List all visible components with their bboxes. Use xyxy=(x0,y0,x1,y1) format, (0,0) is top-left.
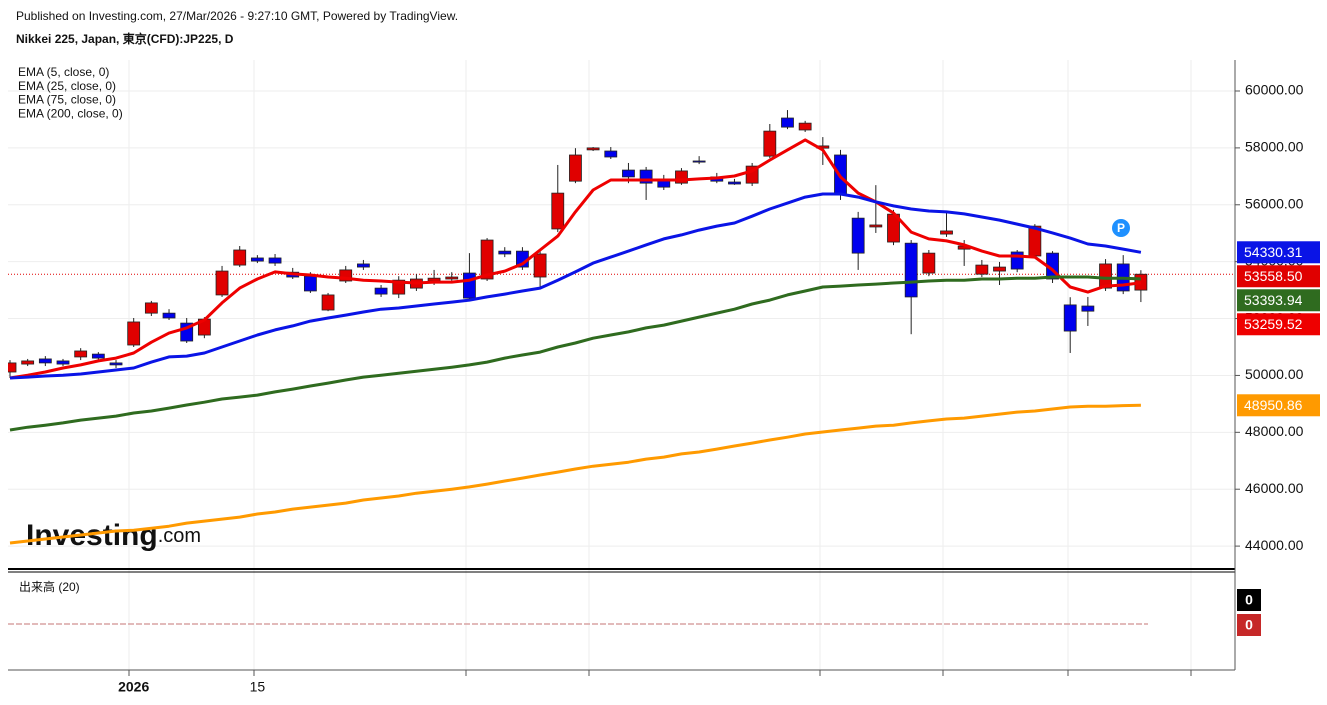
y-tick-label: 44000.00 xyxy=(1245,537,1304,553)
overlay: 44000.0046000.0048000.0050000.0052000.00… xyxy=(8,65,1320,695)
candle-body xyxy=(463,272,476,299)
candle-body xyxy=(781,117,794,128)
candle-body xyxy=(303,275,317,292)
price-label: 53259.52 xyxy=(1244,316,1303,332)
y-tick-label: 48000.00 xyxy=(1245,423,1304,439)
x-tick-label: 15 xyxy=(250,679,266,695)
ema-line xyxy=(9,192,1142,380)
y-tick-label: 50000.00 xyxy=(1245,366,1304,382)
plot xyxy=(8,110,1235,545)
price-label-bg xyxy=(1237,289,1320,312)
price-label-bg xyxy=(1237,241,1320,264)
candle-body xyxy=(1099,263,1112,289)
legend-entry: EMA (25, close, 0) xyxy=(18,79,116,93)
candle-body xyxy=(922,252,936,274)
volume-title: 出来高 (20) xyxy=(19,579,80,594)
legend-entry: EMA (200, close, 0) xyxy=(18,106,123,120)
candle-body xyxy=(763,130,777,157)
candle-body xyxy=(268,257,282,264)
candle-body xyxy=(8,362,17,373)
candle-body xyxy=(869,224,883,228)
candle-body xyxy=(339,269,353,282)
candle-body xyxy=(445,276,459,280)
candle-body xyxy=(604,150,618,158)
publish-note: Published on Investing.com, 27/Mar/2026 … xyxy=(16,9,458,23)
candle-body xyxy=(21,360,35,365)
candle-body xyxy=(551,192,565,230)
y-tick-label: 46000.00 xyxy=(1245,480,1304,496)
volume-label: 0 xyxy=(1245,592,1253,608)
watermark-suffix: .com xyxy=(158,525,201,547)
watermark: Investing.com xyxy=(26,519,201,552)
candle-body xyxy=(586,147,600,151)
candle-body xyxy=(904,242,918,298)
legend-entry: EMA (75, close, 0) xyxy=(18,93,116,107)
candle-body xyxy=(940,230,953,235)
candle-body xyxy=(374,287,388,295)
price-label-bg xyxy=(1237,394,1320,417)
candle-body xyxy=(851,217,865,254)
ema-line xyxy=(9,403,1141,545)
candle-body xyxy=(533,253,547,278)
candle-body xyxy=(498,250,512,255)
y-tick-label: 58000.00 xyxy=(1245,139,1304,155)
x-tick-label: 2026 xyxy=(118,679,149,695)
candle-body xyxy=(692,160,706,163)
candle-body xyxy=(144,302,158,314)
candle-body xyxy=(356,263,370,268)
candle-body xyxy=(975,264,989,275)
badge-circle xyxy=(1112,219,1130,237)
volume-label-bg xyxy=(1237,589,1261,611)
candle-body xyxy=(215,270,229,296)
candle-body xyxy=(250,257,264,262)
price-label-bg xyxy=(1237,313,1320,336)
y-tick-label: 56000.00 xyxy=(1245,195,1304,211)
price-label: 53558.50 xyxy=(1244,268,1303,284)
candle-body xyxy=(109,362,123,366)
candle-body xyxy=(321,294,335,311)
price-label-bg xyxy=(1237,265,1320,288)
candle-body xyxy=(1063,304,1077,332)
chart-title: Nikkei 225, Japan, 東京(CFD):JP225, D xyxy=(16,31,234,46)
candle-body xyxy=(74,350,88,358)
candle-body xyxy=(127,321,141,346)
candle-body xyxy=(728,181,741,185)
volume-label-bg xyxy=(1237,614,1261,636)
price-label: 53393.94 xyxy=(1244,292,1303,308)
volume-label: 0 xyxy=(1245,617,1253,633)
candle-body xyxy=(56,360,70,365)
candle-body xyxy=(38,358,52,364)
candle-body xyxy=(233,249,247,266)
candle-body xyxy=(1081,305,1095,312)
badge: P xyxy=(1117,221,1125,235)
candle-body xyxy=(427,277,441,282)
watermark-main: Investing xyxy=(26,519,158,552)
candle-body xyxy=(569,154,582,182)
y-tick-label: 60000.00 xyxy=(1245,82,1304,98)
candle-body xyxy=(162,312,176,319)
candle-body xyxy=(993,266,1006,272)
ema-line xyxy=(9,275,1141,432)
candle-body xyxy=(622,169,635,178)
price-label: 48950.86 xyxy=(1244,397,1303,413)
candle-body xyxy=(91,353,105,359)
ema-line xyxy=(9,138,1142,380)
legend-entry: EMA (5, close, 0) xyxy=(18,65,109,79)
candle-body xyxy=(480,239,494,280)
candle-body xyxy=(798,122,812,131)
price-label: 54330.31 xyxy=(1244,244,1303,260)
